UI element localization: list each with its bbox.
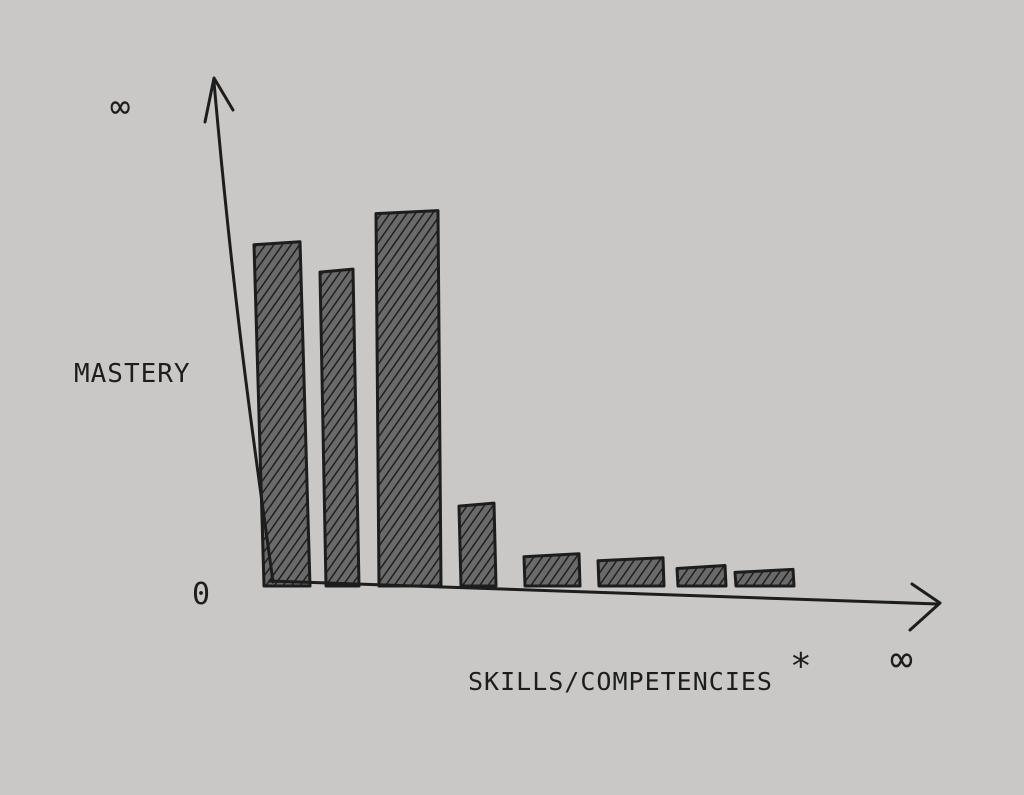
y-axis-top-label: ∞ bbox=[110, 87, 131, 127]
y-axis-label: MASTERY bbox=[74, 359, 191, 389]
bar-5 bbox=[522, 552, 582, 588]
bars-group bbox=[252, 209, 796, 588]
x-axis-label-asterisk: * bbox=[790, 646, 813, 687]
bar-1 bbox=[252, 240, 312, 588]
x-axis-label: SKILLS/COMPETENCIES bbox=[468, 667, 773, 696]
x-axis bbox=[268, 579, 940, 606]
y-axis-zero-label: 0 bbox=[192, 577, 211, 612]
y-axis-arrowhead bbox=[203, 76, 235, 124]
x-axis-end-label: ∞ bbox=[890, 637, 914, 681]
x-axis-arrowhead bbox=[908, 582, 942, 632]
bar-7 bbox=[675, 564, 728, 588]
bar-3 bbox=[374, 209, 443, 588]
bar-8 bbox=[733, 567, 796, 588]
bar-6 bbox=[596, 556, 666, 588]
bar-4 bbox=[457, 501, 498, 588]
y-axis bbox=[212, 80, 275, 584]
bar-2 bbox=[318, 267, 361, 588]
